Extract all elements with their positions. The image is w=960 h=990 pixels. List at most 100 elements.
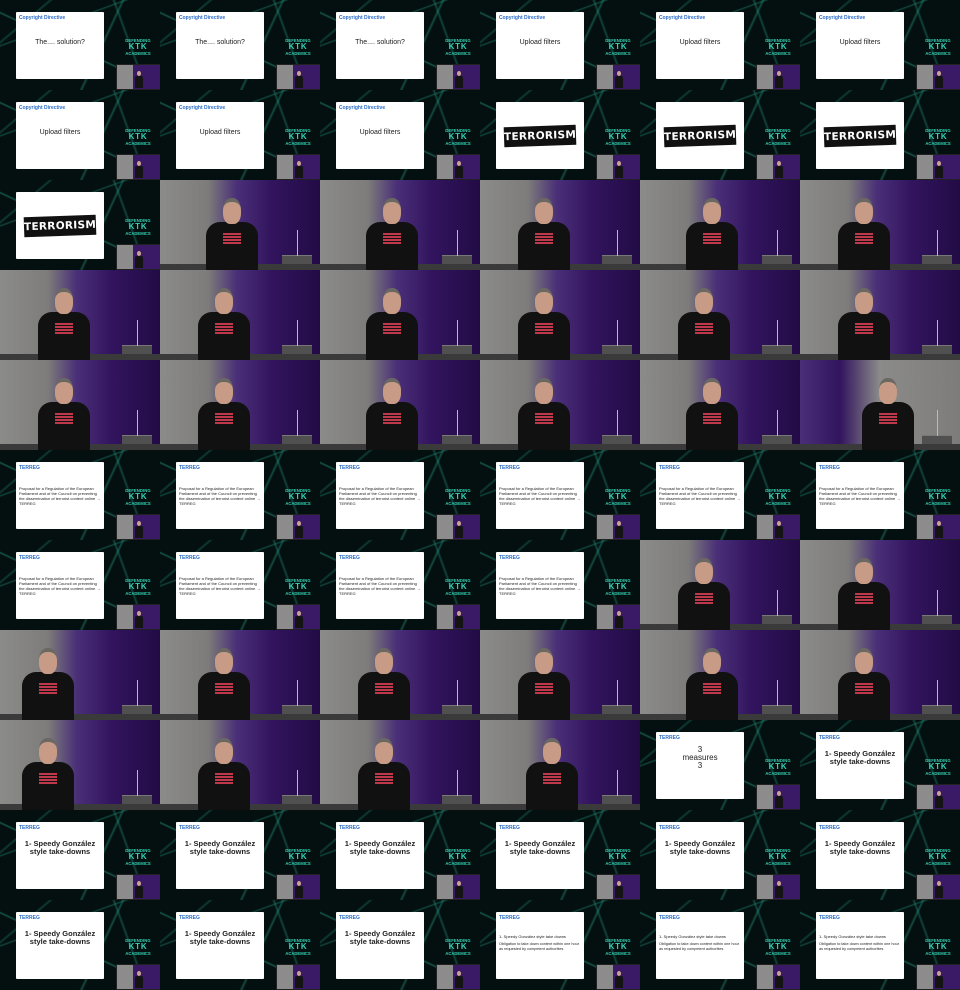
speaker-body xyxy=(838,312,890,360)
conference-logo-line: KTK xyxy=(768,762,788,771)
slide-frame[interactable]: Copyright Directive Upload filters DEFENDI… xyxy=(800,0,960,90)
slide-frame[interactable]: TERREG 1- Speedy González style take-down… xyxy=(800,810,960,900)
slide-frame[interactable]: TERREG 1- Speedy González style take down… xyxy=(640,900,800,990)
slide-frame[interactable]: Copyright Directive Upload filters DEFENDI… xyxy=(320,90,480,180)
slide-header: TERREG xyxy=(819,915,840,921)
speaker-frame[interactable] xyxy=(800,630,960,720)
slide-title-line: 3 xyxy=(697,761,703,770)
slide-frame[interactable]: TERREG 1- Speedy González style take-down… xyxy=(640,810,800,900)
conference-logo-line: KTK xyxy=(288,132,308,141)
speaker-frame[interactable] xyxy=(160,360,320,450)
inset-speaker xyxy=(775,71,783,88)
speaker-frame[interactable] xyxy=(800,270,960,360)
inset-wall xyxy=(437,155,453,179)
speaker-frame[interactable] xyxy=(0,360,160,450)
inset-wall xyxy=(597,155,613,179)
speaker-frame[interactable] xyxy=(160,630,320,720)
speaker-body xyxy=(358,762,410,810)
inset-wall xyxy=(917,785,933,809)
slide-frame[interactable]: TERREG 1- Speedy González style take-down… xyxy=(160,810,320,900)
speaker-frame[interactable] xyxy=(640,270,800,360)
slide-frame[interactable]: TERREG 1- Speedy González style take-down… xyxy=(160,900,320,990)
speaker-frame[interactable] xyxy=(320,720,480,810)
slide-frame[interactable]: TERREG Proposal for a Regulation of the E… xyxy=(160,450,320,540)
slide-frame[interactable]: Copyright Directive Upload filters DEFENDI… xyxy=(480,0,640,90)
slide-frame[interactable]: TERREG 1- Speedy González style take-down… xyxy=(800,720,960,810)
speaker-frame[interactable] xyxy=(320,180,480,270)
speaker-frame[interactable] xyxy=(320,270,480,360)
speaker-frame[interactable] xyxy=(480,360,640,450)
slide-frame[interactable]: Copyright Directive The.... solution? DEFE… xyxy=(0,0,160,90)
speaker xyxy=(836,648,892,720)
slide-frame[interactable]: TERRORISM DEFENDING KTK ACADEMICS xyxy=(0,180,160,270)
slide-frame[interactable]: TERREG 3 measures 3 DEFENDING KTK ACADEMICS xyxy=(640,720,800,810)
slide-frame[interactable]: Copyright Directive The.... solution? DEFE… xyxy=(160,0,320,90)
speaker-frame[interactable] xyxy=(800,180,960,270)
speaker-frame[interactable] xyxy=(0,270,160,360)
inset-speaker xyxy=(935,161,943,178)
speaker-frame[interactable] xyxy=(640,180,800,270)
slide-frame[interactable]: TERRORISM DEFENDING KTK ACADEMICS xyxy=(640,90,800,180)
slide-frame[interactable]: TERREG 1- Speedy González style take-down… xyxy=(0,900,160,990)
speaker-inset xyxy=(436,964,480,990)
slide-frame[interactable]: TERREG Proposal for a Regulation of the E… xyxy=(480,540,640,630)
podium xyxy=(602,435,632,444)
conference-logo-line: ACADEMICS xyxy=(765,51,791,56)
mic-stand xyxy=(457,230,458,256)
speaker-frame[interactable] xyxy=(480,180,640,270)
speaker-frame[interactable] xyxy=(480,630,640,720)
slide-frame[interactable]: TERREG Proposal for a Regulation of the E… xyxy=(160,540,320,630)
slide-frame[interactable]: Copyright Directive Upload filters DEFENDI… xyxy=(640,0,800,90)
speaker-frame[interactable] xyxy=(160,180,320,270)
slide-frame[interactable]: TERREG 1- Speedy González style take-down… xyxy=(480,810,640,900)
conference-logo-line: KTK xyxy=(128,42,148,51)
slide-frame[interactable]: TERREG 1- Speedy González style take-down… xyxy=(0,810,160,900)
slide-frame[interactable]: Copyright Directive Upload filters DEFENDI… xyxy=(0,90,160,180)
speaker-inset xyxy=(916,154,960,180)
slide-body-text: Obligation to take down content within o… xyxy=(659,942,739,951)
speaker-frame[interactable] xyxy=(320,360,480,450)
speaker-frame[interactable] xyxy=(480,270,640,360)
speaker-frame[interactable] xyxy=(0,630,160,720)
conference-logo: DEFENDING KTK ACADEMICS xyxy=(758,758,798,784)
podium xyxy=(442,345,472,354)
speaker-frame[interactable] xyxy=(800,540,960,630)
slide-frame[interactable]: TERREG Proposal for a Regulation of the E… xyxy=(320,540,480,630)
speaker-head xyxy=(543,738,561,764)
slide-card: TERREG 1- Speedy González style take-down… xyxy=(496,822,584,889)
slide-frame[interactable]: TERREG Proposal for a Regulation of the E… xyxy=(0,540,160,630)
speaker-head xyxy=(855,288,873,314)
speaker-inset xyxy=(276,64,320,90)
slide-frame[interactable]: TERREG Proposal for a Regulation of the E… xyxy=(800,450,960,540)
speaker-frame[interactable] xyxy=(160,720,320,810)
slide-frame[interactable]: TERREG 1- Speedy González style take down… xyxy=(800,900,960,990)
slide-frame[interactable]: Copyright Directive The.... solution? DEFE… xyxy=(320,0,480,90)
speaker-frame[interactable] xyxy=(320,630,480,720)
slide-frame[interactable]: TERREG Proposal for a Regulation of the E… xyxy=(0,450,160,540)
slide-frame[interactable]: TERREG Proposal for a Regulation of the E… xyxy=(640,450,800,540)
slide-frame[interactable]: TERREG 1- Speedy González style take-down… xyxy=(320,810,480,900)
speaker-body xyxy=(862,402,914,450)
slide-frame[interactable]: TERREG 1- Speedy González style take-down… xyxy=(320,900,480,990)
slide-frame[interactable]: TERREG Proposal for a Regulation of the E… xyxy=(320,450,480,540)
slide-card: TERRORISM xyxy=(16,192,104,259)
speaker-frame[interactable] xyxy=(640,360,800,450)
speaker-frame[interactable] xyxy=(480,720,640,810)
speaker-frame[interactable] xyxy=(0,720,160,810)
speaker-frame[interactable] xyxy=(160,270,320,360)
speaker-body xyxy=(678,312,730,360)
conference-logo-line: DEFENDING xyxy=(285,848,311,853)
conference-logo-line: KTK xyxy=(448,852,468,861)
speaker-frame[interactable] xyxy=(800,360,960,450)
slide-frame[interactable]: TERREG Proposal for a Regulation of the E… xyxy=(480,450,640,540)
slide-frame[interactable]: TERRORISM DEFENDING KTK ACADEMICS xyxy=(800,90,960,180)
speaker-head xyxy=(383,288,401,314)
slide-frame[interactable]: TERREG 1- Speedy González style take down… xyxy=(480,900,640,990)
inset-speaker xyxy=(615,71,623,88)
speaker-frame[interactable] xyxy=(640,540,800,630)
speaker-frame[interactable] xyxy=(640,630,800,720)
slide-body: Proposal for a Regulation of the Europea… xyxy=(659,486,741,506)
slide-frame[interactable]: TERRORISM DEFENDING KTK ACADEMICS xyxy=(480,90,640,180)
slide-frame[interactable]: Copyright Directive Upload filters DEFENDI… xyxy=(160,90,320,180)
slide-title: Upload filters xyxy=(39,129,81,136)
